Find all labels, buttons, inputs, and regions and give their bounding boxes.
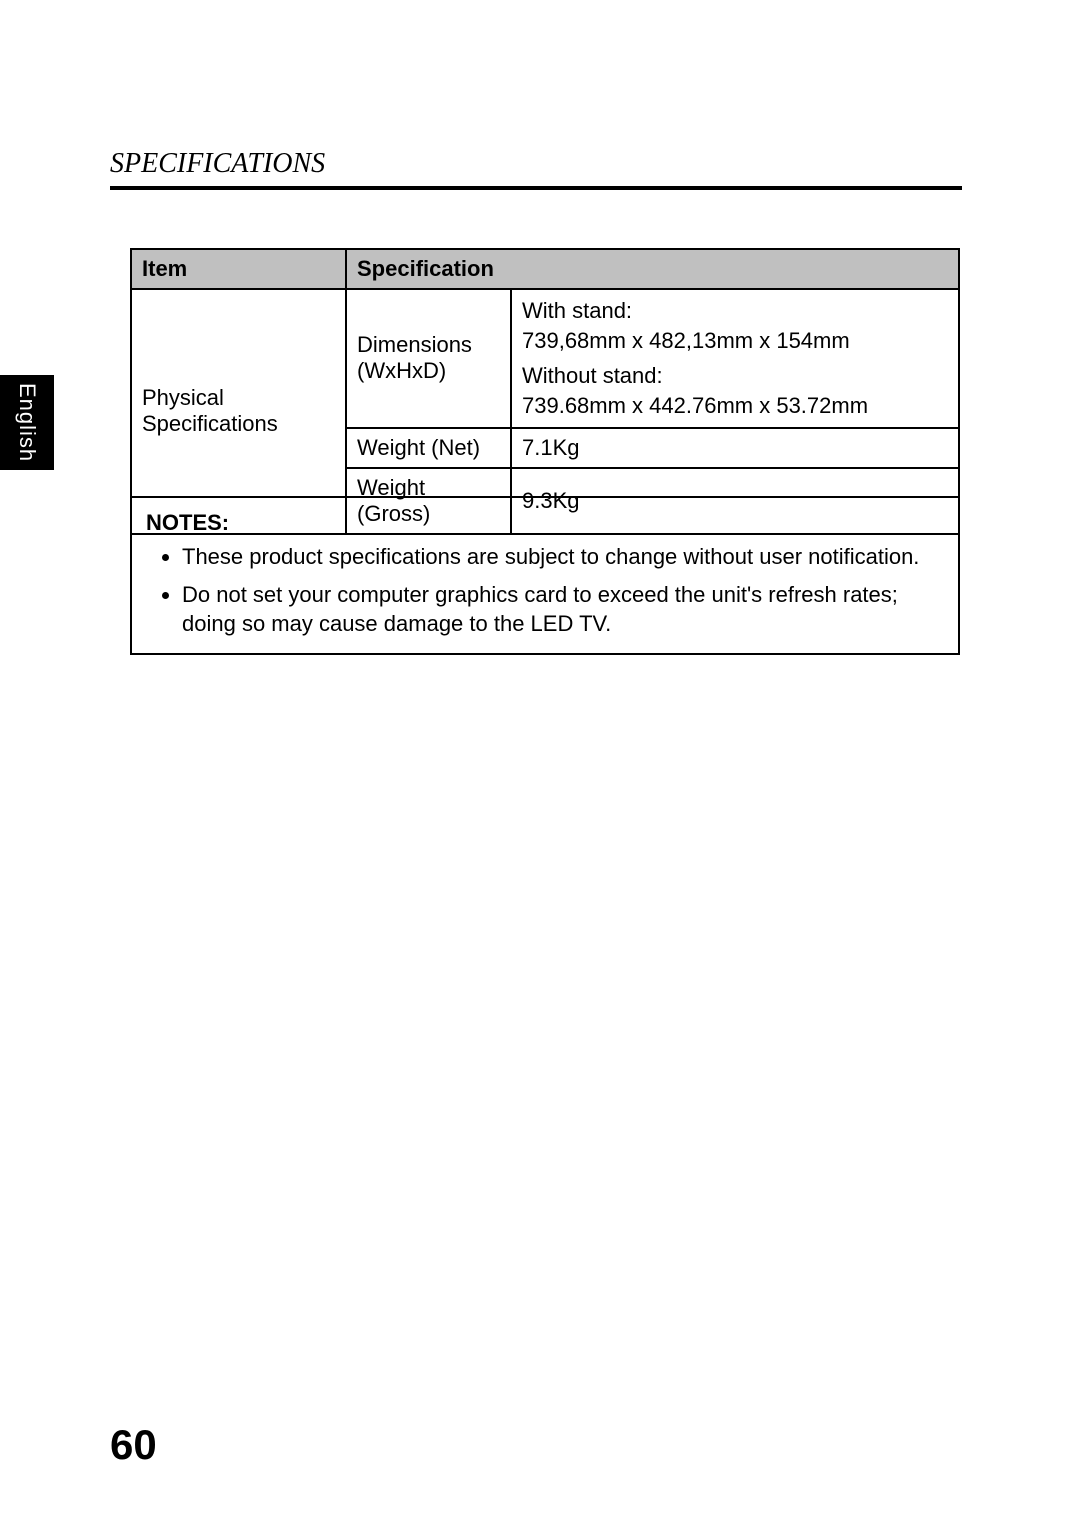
notes-box: NOTES: These product specifications are …: [130, 496, 960, 655]
page: English SPECIFICATIONS Item Specificatio…: [0, 0, 1080, 1529]
table-header-spec: Specification: [346, 249, 959, 289]
list-item: Do not set your computer graphics card t…: [182, 580, 944, 639]
weight-net-label: Weight (Net): [346, 428, 511, 468]
with-stand-value: 739,68mm x 482,13mm x 154mm: [522, 326, 948, 356]
notes-list: These product specifications are subject…: [146, 542, 944, 639]
table-header-row: Item Specification: [131, 249, 959, 289]
section-title: SPECIFICATIONS: [110, 148, 325, 180]
header-rule: [110, 186, 962, 190]
without-stand-value: 739.68mm x 442.76mm x 53.72mm: [522, 391, 948, 421]
language-tab: English: [0, 375, 54, 470]
dimensions-values: With stand: 739,68mm x 482,13mm x 154mm …: [511, 289, 959, 428]
page-number: 60: [110, 1421, 157, 1469]
weight-net-value: 7.1Kg: [511, 428, 959, 468]
language-tab-label: English: [14, 383, 40, 462]
list-item: These product specifications are subject…: [182, 542, 944, 572]
table-row: Physical Specifications Dimensions (WxHx…: [131, 289, 959, 428]
table-header-item: Item: [131, 249, 346, 289]
dimensions-label: Dimensions (WxHxD): [346, 289, 511, 428]
with-stand-label: With stand:: [522, 296, 948, 326]
spec-table: Item Specification Physical Specificatio…: [130, 248, 960, 535]
without-stand-label: Without stand:: [522, 361, 948, 391]
notes-title: NOTES:: [146, 510, 944, 536]
